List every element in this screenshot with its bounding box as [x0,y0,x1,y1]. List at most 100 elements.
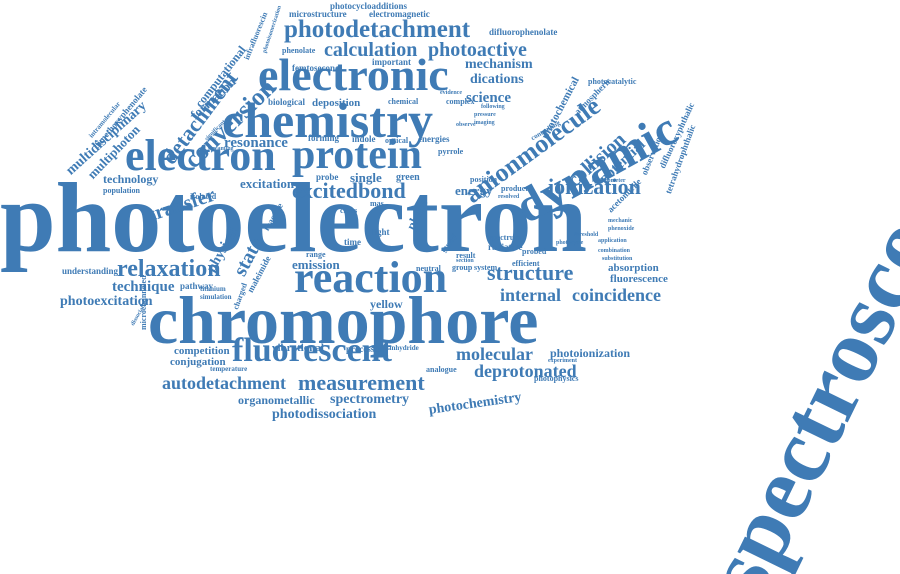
word-internal: internal [500,285,561,305]
word-electronic: electronic [258,49,449,100]
word-chemical: chemical [388,97,419,106]
word-organometallic: organometallic [238,393,315,407]
word-optical: optical [385,136,409,145]
word-product: product [501,184,528,193]
word-efficient: efficient [512,259,540,268]
word-forming: forming [308,133,339,143]
word-photocycle: photocycle [556,240,584,246]
word-phenoxide: phenoxide [608,226,635,232]
word-energy: energy [455,183,493,198]
word-photochemistry: photochemistry [427,390,523,418]
word-coincidence: coincidence [572,285,661,305]
word-electromagnetic: electromagnetic [369,9,430,19]
word-technique: technique [112,279,175,295]
word-photoactive: photoactive [428,39,527,61]
word-important: important [372,57,411,67]
word-dications: dications [470,72,524,87]
word-mechanism: mechanism [465,57,533,72]
word-isolated: isolated [190,192,217,201]
word-spectrum: spectrum [489,233,521,242]
word-light: light [372,227,390,237]
word-complex: complex [446,97,475,106]
word-understanding: understanding [62,266,119,276]
word-emission: emission [292,257,340,272]
word-system: system [474,263,498,272]
word-single: single [350,170,382,185]
word-titanium: titanium [200,285,226,293]
word-evidence: evidence [440,90,462,96]
word-competition: competition [174,345,230,357]
word-chemistry: chemistry [222,92,434,148]
word-probed: probed [522,247,547,256]
word-phenolate: phenolate [282,46,316,55]
word-substitution: substitution [602,256,633,262]
word-probe: probe [316,172,339,182]
word-photophysics: photophysics [534,374,579,383]
word-photodetachment: photodetachment [284,16,471,43]
word-anhydride: anhydride [388,344,419,352]
word-yellow: yellow [370,297,403,311]
word-simulation: simulation [200,293,232,301]
word-excitation: excitation [240,176,295,191]
word-ionization: ionization [548,174,641,199]
word-molecular: molecular [456,344,533,364]
word-imaging: imaging [474,120,495,126]
word-spectrometry: spectrometry [330,392,410,407]
word-application: application [598,238,627,244]
word-absorption: absorption [608,262,659,274]
word-mechanic: mechanic [608,218,633,224]
word-vibrational: vibrational [272,342,324,354]
word-photocycloadditions: photocycloadditions [330,1,408,11]
word-spectrometer: spectrometer [592,178,626,184]
word-difluorophenolate: difluorophenolate [489,27,558,37]
word-temperature: temperature [210,365,248,373]
word-analogue: analogue [426,365,457,374]
word-calculation: calculation [324,39,418,61]
word-fluorescent: fluorescent [232,332,392,369]
word-conjugation: conjugation [170,356,226,368]
word-fluorescence: fluorescence [610,273,668,285]
word-resolved: resolved [498,194,520,200]
word-photoexcitation: photoexcitation [60,294,153,309]
word-relaxation: relaxation [117,256,221,282]
word-mas: mas [370,199,384,208]
word-biological: biological [268,97,306,107]
word-group: group [452,263,473,272]
word-following: following [481,104,505,110]
word-science: science [466,90,511,106]
word-femtosecond: femtosecond [292,63,340,73]
word-electron: electron [125,131,276,180]
word-autodetachment: autodetachment [162,373,286,393]
word-streaming: streaming [208,146,234,152]
word-threshold: threshold [574,232,599,238]
word-technology: technology [103,172,159,186]
word-time: time [344,237,361,247]
word-observe: observe [456,122,476,128]
word-reaction: reaction [294,253,448,302]
word-result: result [456,251,476,260]
word-cross: cross [340,206,358,215]
word-radiative: radiative [488,242,523,252]
word-green: green [396,172,420,183]
word-structure: structure [487,260,574,285]
word-section: section [456,258,474,264]
word-deposition: deposition [312,97,361,109]
word-processes: processes [346,344,382,354]
word-population: population [103,186,140,195]
word-excitedbond: excitedbond [292,178,406,203]
word-deprotonated: deprotonated [474,361,577,381]
word-experiment: experiment [548,358,577,364]
word-combination: combination [598,248,631,254]
word-microstructure: microstructure [289,9,347,19]
word-range: range [306,250,326,259]
word-indole: indole [352,134,376,144]
word-pressure: pressure [474,112,496,118]
word-protein: protein [292,132,422,178]
word-chromophore: chromophore [148,282,539,358]
word-photoionization: photoionization [550,346,631,360]
word-photocatalytic: photocatalytic [588,77,637,86]
word-pyrrole: pyrrole [438,147,464,156]
word-photoelectron: photoelectron [0,162,587,273]
word-neutral: neutral [416,264,441,273]
